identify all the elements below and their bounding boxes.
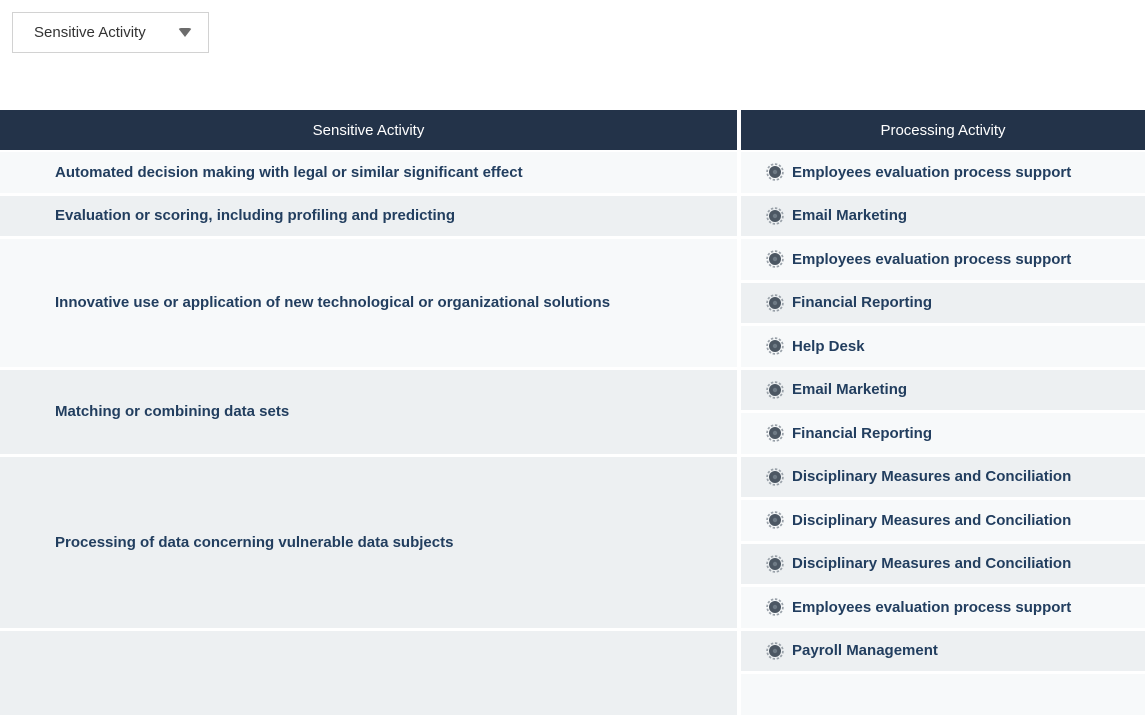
table-header-row: Sensitive Activity Processing Activity <box>0 110 1145 150</box>
sensitive-activity-filter-dropdown[interactable]: Sensitive Activity <box>12 12 209 53</box>
processing-activity-list: Employees evaluation process support <box>741 152 1145 193</box>
processing-activity-row[interactable]: Employees evaluation process support <box>741 587 1145 628</box>
processing-activity-row[interactable]: Payroll Management <box>741 630 1145 671</box>
processing-activity-label: Email Marketing <box>792 207 908 225</box>
processing-activity-label: Financial Reporting <box>792 294 933 312</box>
processing-activity-row[interactable]: Help Desk <box>741 326 1145 367</box>
column-divider <box>737 195 741 236</box>
gear-icon <box>766 424 784 443</box>
column-divider <box>737 239 741 367</box>
table-group-row: Processing of data concerning vulnerable… <box>0 456 1145 628</box>
chevron-down-icon <box>178 28 192 37</box>
column-divider <box>737 110 741 150</box>
gear-icon <box>766 163 784 182</box>
table-group-row: Matching or combining data sets Email Ma… <box>0 369 1145 454</box>
table-group-row: Innovative use or application of new tec… <box>0 239 1145 367</box>
processing-activity-label: Payroll Management <box>792 642 938 660</box>
processing-activity-row[interactable]: Email Marketing <box>741 369 1145 410</box>
sensitive-activity-cell: Innovative use or application of new tec… <box>0 239 737 367</box>
table-group-row: Automated decision making with legal or … <box>0 152 1145 193</box>
processing-activity-label: Disciplinary Measures and Conciliation <box>792 511 1072 529</box>
gear-icon <box>766 511 784 530</box>
processing-activity-row[interactable]: Financial Reporting <box>741 413 1145 454</box>
sensitive-activity-cell <box>0 630 737 715</box>
processing-activity-row[interactable]: Employees evaluation process support <box>741 152 1145 193</box>
sensitive-activity-cell: Automated decision making with legal or … <box>0 152 737 193</box>
processing-activity-label: Email Marketing <box>792 381 908 399</box>
processing-activity-row[interactable]: Financial Reporting <box>741 282 1145 323</box>
column-divider <box>737 152 741 193</box>
gear-icon <box>766 380 784 399</box>
processing-activity-row[interactable]: Email Marketing <box>741 195 1145 236</box>
processing-activity-label: Financial Reporting <box>792 424 933 442</box>
gear-icon <box>766 293 784 312</box>
filter-dropdown-label: Sensitive Activity <box>34 24 146 41</box>
sensitive-activity-cell: Matching or combining data sets <box>0 369 737 454</box>
sensitive-activity-cell: Evaluation or scoring, including profili… <box>0 195 737 236</box>
processing-activity-label: Disciplinary Measures and Conciliation <box>792 555 1072 573</box>
processing-activity-label: Employees evaluation process support <box>792 598 1072 616</box>
column-header-sensitive-activity: Sensitive Activity <box>0 110 737 150</box>
gear-icon <box>766 641 784 660</box>
processing-activity-list: Payroll Management <box>741 630 1145 715</box>
column-divider <box>737 369 741 454</box>
gear-icon <box>766 598 784 617</box>
table-group-row: Payroll Management <box>0 630 1145 715</box>
column-divider <box>737 630 741 715</box>
processing-activity-label: Employees evaluation process support <box>792 250 1072 268</box>
gear-icon <box>766 467 784 486</box>
processing-activity-row[interactable] <box>741 674 1145 715</box>
processing-activity-row[interactable]: Disciplinary Measures and Conciliation <box>741 543 1145 584</box>
processing-activity-list: Employees evaluation process support Fin… <box>741 239 1145 367</box>
processing-activity-row[interactable]: Employees evaluation process support <box>741 239 1145 280</box>
processing-activity-list: Disciplinary Measures and Conciliation D… <box>741 456 1145 628</box>
gear-icon <box>766 206 784 225</box>
column-header-processing-activity: Processing Activity <box>741 110 1145 150</box>
gear-icon <box>766 554 784 573</box>
processing-activity-label: Help Desk <box>792 337 865 355</box>
column-divider <box>737 456 741 628</box>
table-group-row: Evaluation or scoring, including profili… <box>0 195 1145 236</box>
processing-activity-label: Disciplinary Measures and Conciliation <box>792 468 1072 486</box>
gear-icon <box>766 337 784 356</box>
processing-activity-list: Email Marketing <box>741 195 1145 236</box>
processing-activity-list: Email Marketing Financial Reporting <box>741 369 1145 454</box>
processing-activity-row[interactable]: Disciplinary Measures and Conciliation <box>741 500 1145 541</box>
sensitive-activity-cell: Processing of data concerning vulnerable… <box>0 456 737 628</box>
sensitive-activity-table: Sensitive Activity Processing Activity A… <box>0 110 1145 718</box>
gear-icon <box>766 250 784 269</box>
processing-activity-row[interactable]: Disciplinary Measures and Conciliation <box>741 456 1145 497</box>
processing-activity-label: Employees evaluation process support <box>792 163 1072 181</box>
table-body: Automated decision making with legal or … <box>0 152 1145 715</box>
